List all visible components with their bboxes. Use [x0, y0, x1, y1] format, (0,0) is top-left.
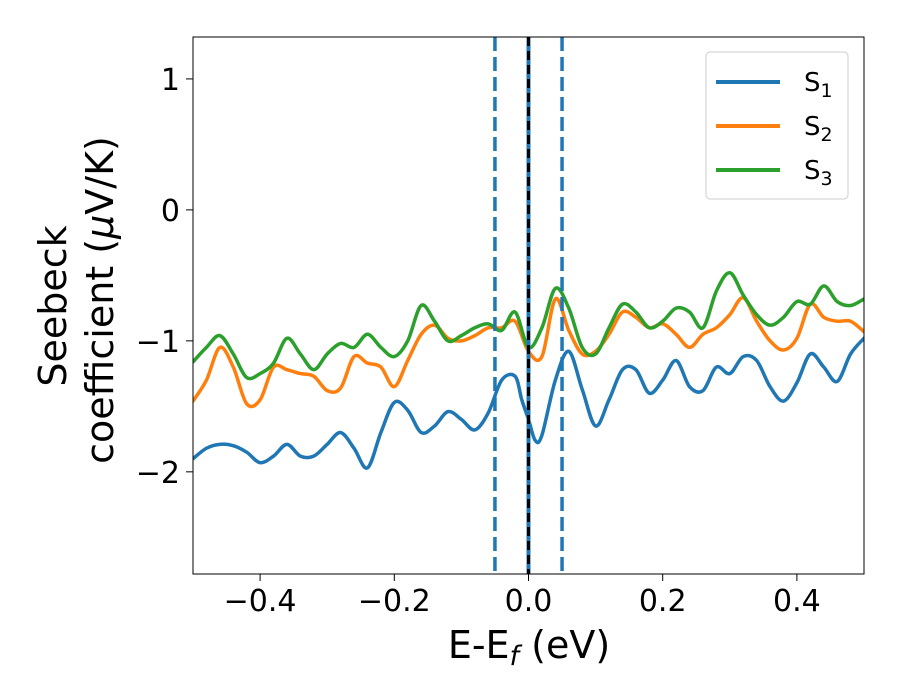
y-tick-label: 0 — [161, 194, 180, 229]
y-tick-label: −2 — [136, 456, 180, 491]
legend-label-s3: S3 — [804, 156, 833, 190]
x-tick-label: −0.4 — [224, 584, 297, 619]
y-axis-label-line2: coefficient (μV/K) — [78, 136, 122, 464]
x-axis-label: E-Ef (eV) — [448, 623, 610, 672]
x-tick-label: −0.2 — [358, 584, 431, 619]
vertical-lines — [493, 37, 564, 574]
y-axis-ticks: 1 0 −1 −2 — [136, 63, 193, 491]
y-axis-label-unit: V/K) — [78, 136, 122, 215]
legend: S1 S2 S3 — [705, 51, 849, 200]
x-tick-label: 0.2 — [639, 584, 687, 619]
y-tick-label: −1 — [136, 325, 180, 360]
x-axis-label-unit: (eV) — [519, 623, 610, 667]
x-axis-ticks: −0.4 −0.2 0.0 0.2 0.4 — [224, 574, 821, 619]
y-tick-label: 1 — [161, 63, 180, 98]
y-axis-label-line1: Seebeck — [31, 225, 75, 386]
x-tick-label: 0.0 — [505, 584, 553, 619]
legend-label-s2: S2 — [804, 112, 833, 146]
x-tick-label: 0.4 — [773, 584, 821, 619]
legend-entries: S1 S2 S3 — [716, 68, 833, 190]
legend-label-s1: S1 — [804, 68, 833, 102]
y-axis-label-mu: μ — [78, 215, 122, 240]
